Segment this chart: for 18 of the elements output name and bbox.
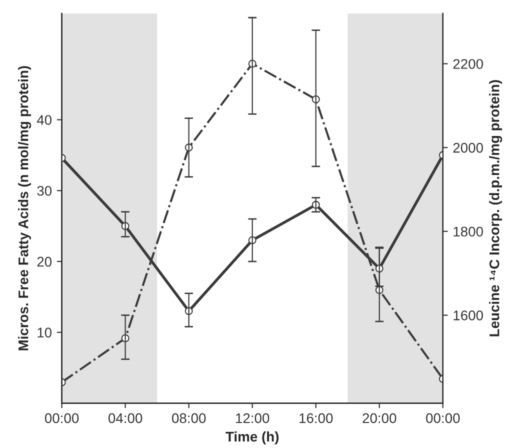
x-tick-label: 04:00 [108, 413, 142, 424]
y-tick-label: 10 [38, 328, 52, 338]
y2-axis-title: Leucine ¹⁴C Incorp. (d.p.m./mg protein) [489, 80, 502, 336]
y2-tick-label: 2200 [453, 59, 483, 69]
x-tick-label: 16:00 [300, 413, 333, 424]
x-tick-label: 20:00 [362, 413, 396, 424]
x-tick-label: 12:00 [236, 413, 270, 424]
y2-tick-label: 2000 [453, 142, 483, 153]
y2-tick-label: 1600 [454, 310, 483, 320]
y2-tick-label: 1800 [454, 226, 483, 237]
y-tick-label: 20 [37, 256, 52, 267]
x-tick-label: 00:00 [44, 413, 79, 424]
x-tick-label: 08:00 [172, 413, 206, 424]
y-axis-title: Micros. Free Fatty Acids (n mol/mg protein) [18, 66, 32, 350]
x-tick-label: 00:00 [426, 413, 460, 424]
y-tick-label: 30 [37, 186, 52, 196]
y-tick-label: 40 [36, 115, 52, 125]
x-axis-title: Time (h) [226, 431, 279, 444]
